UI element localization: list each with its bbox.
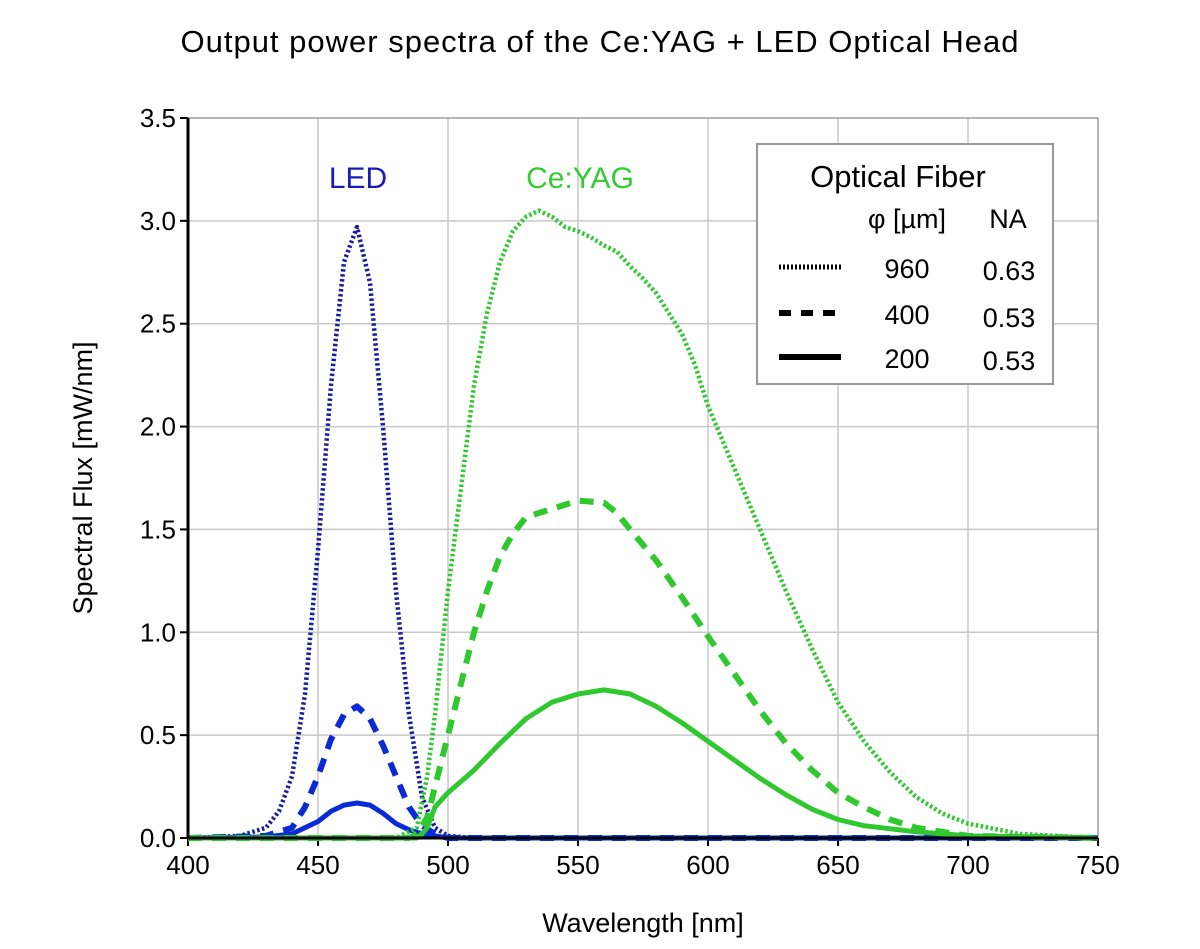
y-tick-label: 0.5 [140, 720, 176, 750]
x-tick-label: 700 [946, 850, 989, 880]
series-line-ceyag-400 [188, 497, 1099, 841]
legend-na: 0.53 [983, 346, 1036, 376]
series-line-ceyag-200 [188, 687, 1099, 841]
x-tick-label: 500 [426, 850, 469, 880]
x-axis-label: Wavelength [nm] [542, 908, 744, 938]
y-axis-label: Spectral Flux [mW/nm] [68, 341, 98, 614]
legend-col1-header: φ [µm] [868, 204, 946, 234]
y-tick-label: 0.0 [140, 823, 176, 853]
x-tick-label: 750 [1076, 850, 1119, 880]
axis-ticks: 400 450 500 550 600 650 700 750 0.0 0.5 1.0 1.5 2.0 2… [140, 103, 1120, 880]
series-line-led-200 [187, 800, 1098, 841]
legend-diameter: 200 [884, 344, 929, 374]
y-tick-label: 1.0 [140, 617, 176, 647]
x-tick-label: 550 [556, 850, 599, 880]
x-tick-label: 400 [166, 850, 209, 880]
y-tick-label: 3.0 [140, 206, 176, 236]
x-tick-label: 600 [686, 850, 729, 880]
annotation-led: LED [329, 162, 387, 195]
y-tick-label: 2.5 [140, 309, 176, 339]
x-tick-label: 450 [296, 850, 339, 880]
legend-na: 0.53 [983, 303, 1036, 333]
y-tick-label: 3.5 [140, 103, 176, 133]
series-line-ceyag-960 [188, 208, 1099, 841]
x-tick-label: 650 [816, 850, 859, 880]
legend-diameter: 400 [884, 300, 929, 330]
y-tick-label: 1.5 [140, 514, 176, 544]
annotation-ceyag: Ce:YAG [526, 162, 634, 195]
y-tick-label: 2.0 [140, 412, 176, 442]
legend-na: 0.63 [983, 256, 1036, 286]
chart-title: Output power spectra of the Ce:YAG + LED… [180, 24, 1019, 59]
legend-col2-header: NA [989, 204, 1027, 234]
legend: Optical Fiber φ [µm] NA 960 0.63 400 0.5… [756, 143, 1054, 385]
legend-title: Optical Fiber [810, 159, 986, 194]
legend-diameter: 960 [884, 254, 929, 284]
series-lines [187, 208, 1099, 841]
series-line-led-960 [187, 224, 1098, 841]
